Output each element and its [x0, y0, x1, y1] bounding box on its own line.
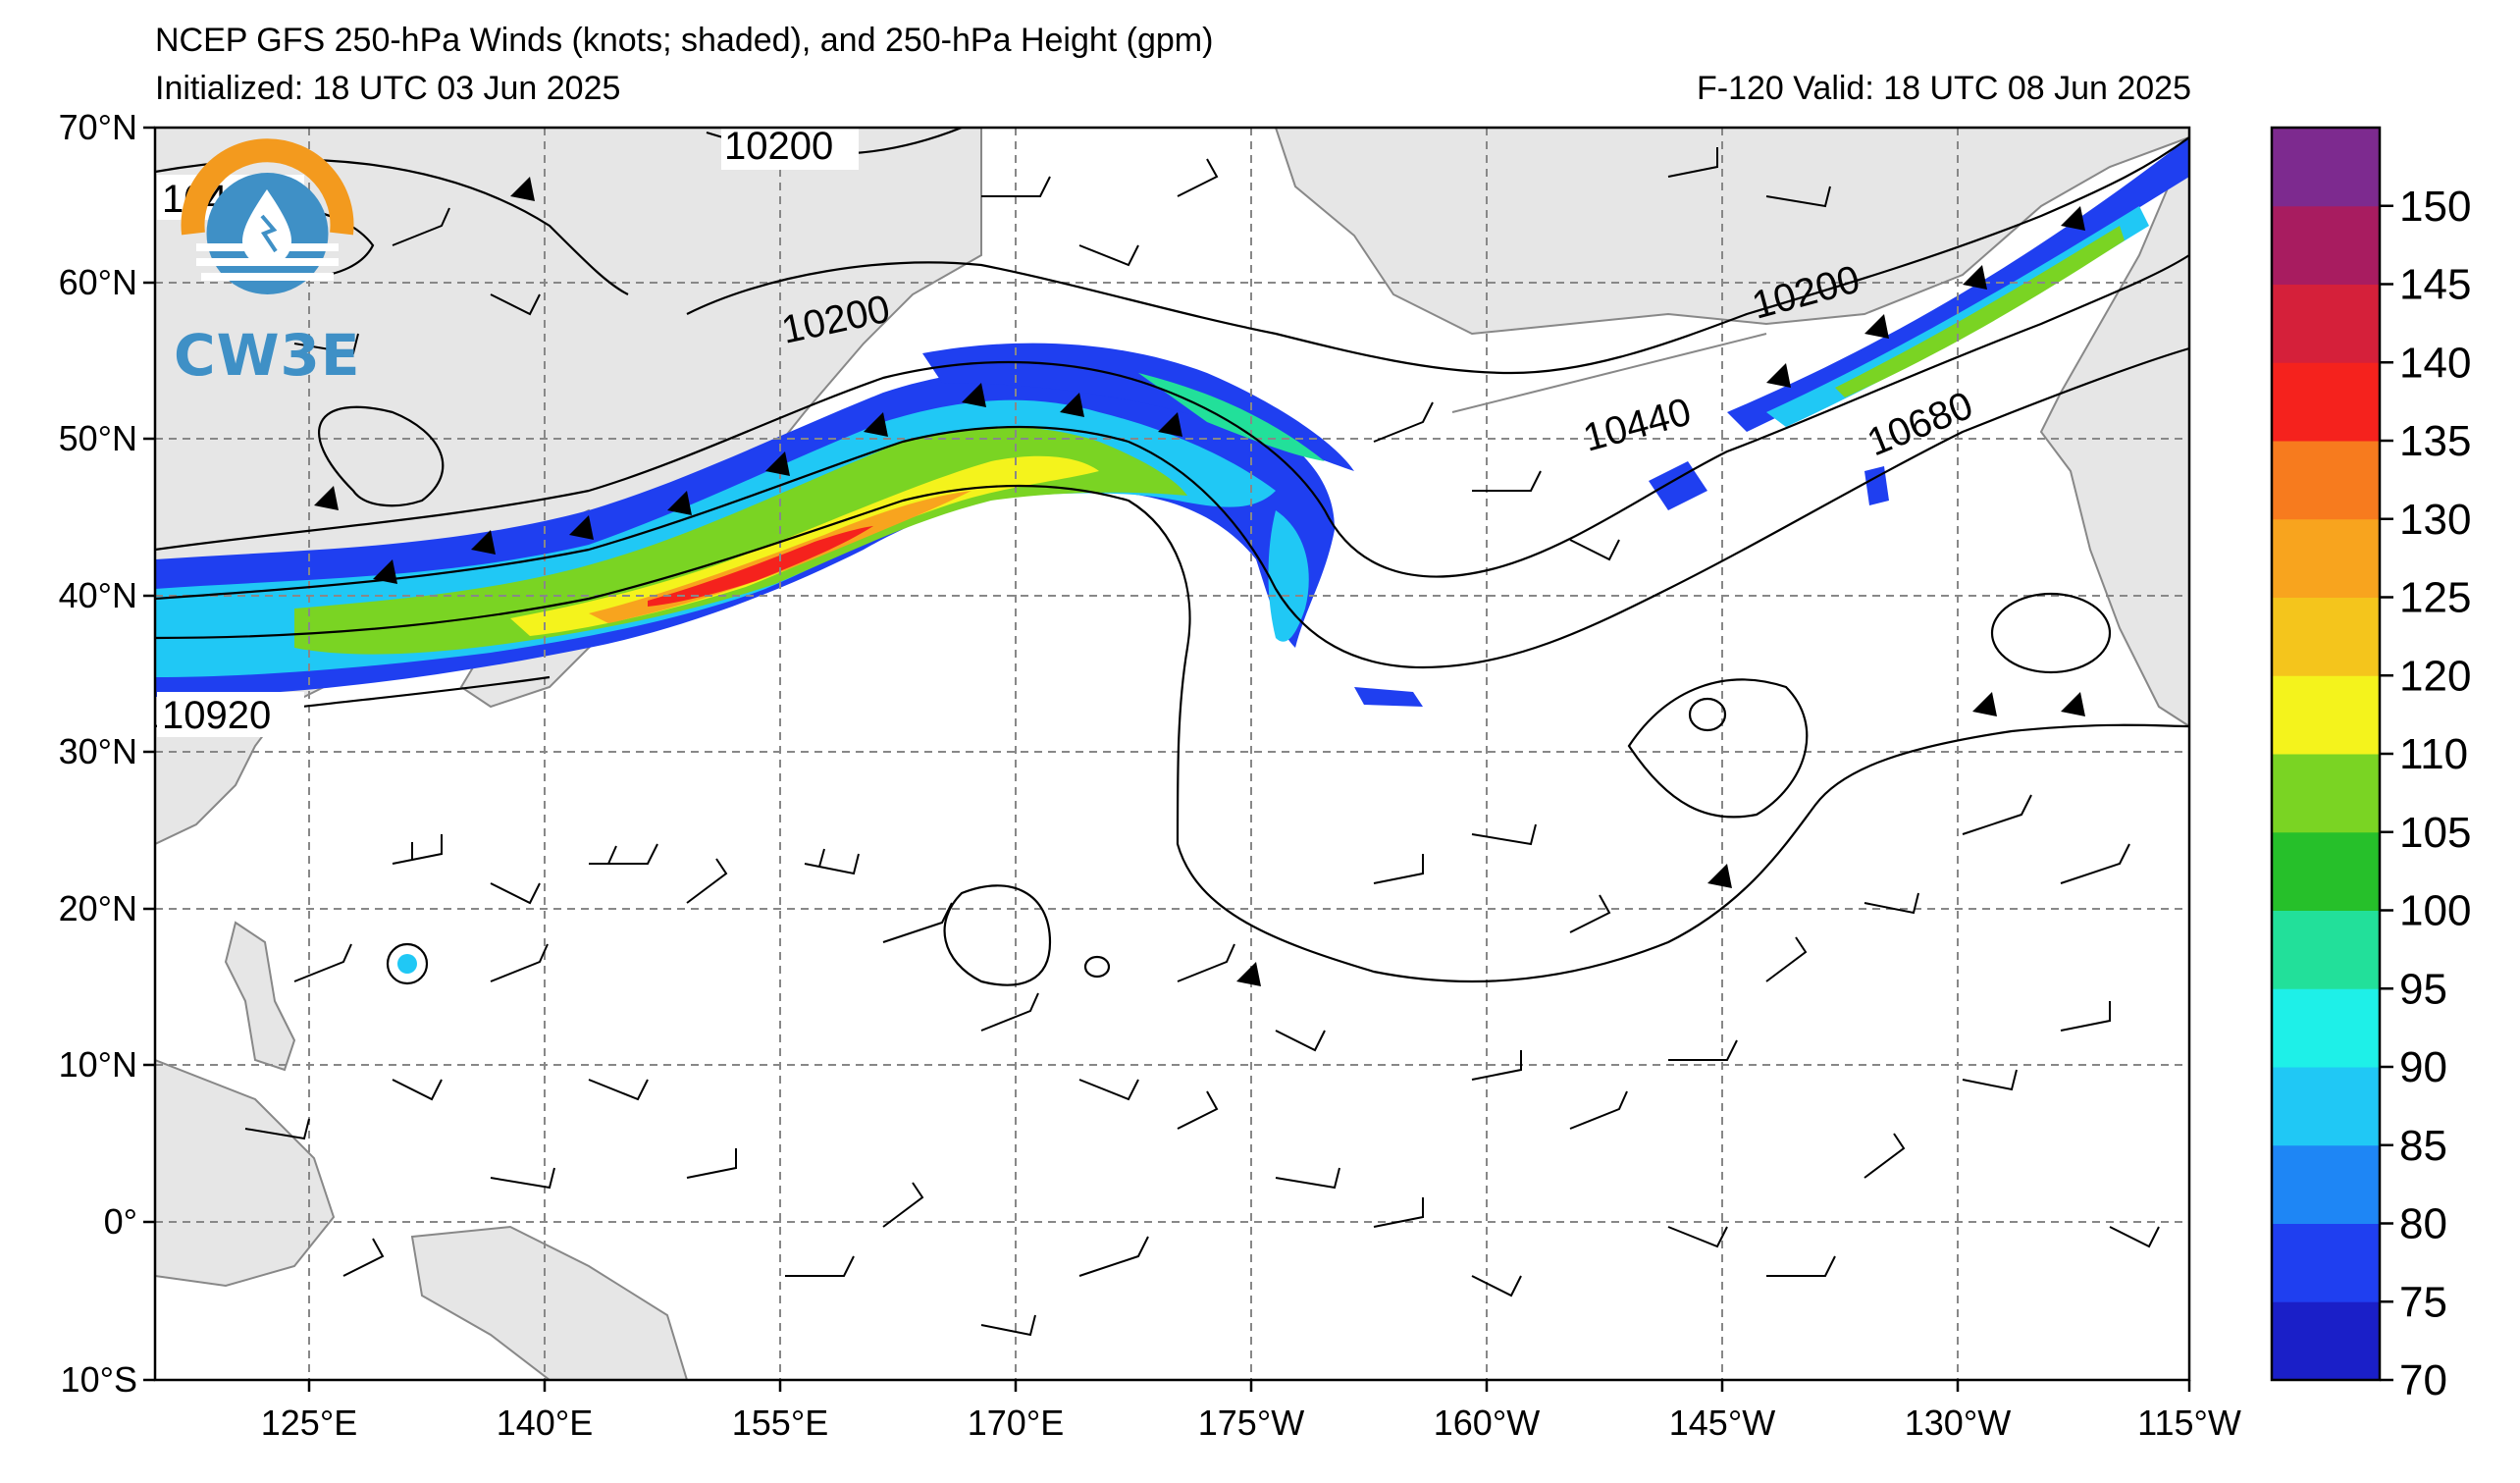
- lat-label: 10°N: [59, 1044, 137, 1085]
- colorbar-swatch: [2272, 441, 2380, 520]
- colorbar-swatch: [2272, 597, 2380, 676]
- colorbar-swatch: [2272, 205, 2380, 285]
- colorbar-tick-label: 130: [2399, 496, 2471, 544]
- colorbar-swatch: [2272, 284, 2380, 363]
- colorbar-swatch: [2272, 1144, 2380, 1224]
- lat-label: 0°: [104, 1201, 137, 1242]
- lon-label: 175°W: [1198, 1403, 1304, 1443]
- colorbar-swatch: [2272, 675, 2380, 755]
- colorbar-swatch: [2272, 1067, 2380, 1146]
- longitude-axis: 125°E 140°E 155°E 170°E 175°W 160°W 145°…: [261, 1380, 2241, 1443]
- lat-label: 60°N: [59, 262, 137, 302]
- colorbar-swatches: [2272, 128, 2380, 1381]
- lon-label: 145°W: [1669, 1403, 1775, 1443]
- contour-label: 10920: [162, 694, 271, 737]
- wind-barbs: [244, 147, 2160, 1337]
- lat-label: 50°N: [59, 418, 137, 458]
- colorbar-tick-label: 90: [2399, 1043, 2447, 1091]
- philippines: [224, 921, 296, 1072]
- lat-label: 40°N: [59, 575, 137, 615]
- lon-label: 170°E: [968, 1403, 1064, 1443]
- initialized-time: Initialized: 18 UTC 03 Jun 2025: [155, 70, 621, 107]
- colorbar-tick-label: 125: [2399, 574, 2471, 622]
- colorbar-swatch: [2272, 362, 2380, 442]
- lat-label: 10°S: [61, 1359, 137, 1400]
- latitude-axis: 70°N 60°N 50°N 40°N 30°N 20°N 10°N 0° 10…: [59, 107, 155, 1400]
- borneo-indonesia: [155, 1058, 336, 1288]
- colorbar-tick-label: 110: [2399, 730, 2468, 778]
- colorbar-tick-label: 85: [2399, 1122, 2447, 1170]
- lon-label: 125°E: [261, 1403, 357, 1443]
- colorbar-swatch: [2272, 518, 2380, 598]
- colorbar-swatch: [2272, 988, 2380, 1068]
- map-frame: [153, 126, 2191, 1382]
- colorbar-tick-label: 150: [2399, 183, 2471, 231]
- lon-label: 130°W: [1905, 1403, 2011, 1443]
- colorbar-swatch: [2272, 128, 2380, 207]
- cw3e-logo-icon: [181, 138, 354, 294]
- lat-label: 20°N: [59, 888, 137, 928]
- chart-title: NCEP GFS 250-hPa Winds (knots; shaded), …: [155, 22, 1214, 59]
- colorbar: 150 145 140 135 130 125 120 110 105 100 95 90 85 80 75…: [2270, 126, 2471, 1404]
- aleutian-islands: [1451, 333, 1767, 413]
- valid-time: F-120 Valid: 18 UTC 08 Jun 2025: [1697, 70, 2191, 107]
- colorbar-swatch: [2272, 754, 2380, 833]
- colorbar-tick-label: 140: [2399, 339, 2471, 387]
- contour-label: 10200: [724, 125, 833, 168]
- wind-flags: [314, 177, 2085, 986]
- colorbar-tick-label: 100: [2399, 887, 2471, 935]
- colorbar-swatch: [2272, 1223, 2380, 1302]
- colorbar-tick-label: 120: [2399, 652, 2471, 700]
- colorbar-tick-label: 70: [2399, 1356, 2447, 1404]
- colorbar-tick-label: 105: [2399, 809, 2471, 857]
- lon-label: 115°W: [2137, 1403, 2241, 1443]
- colorbar-tick-label: 95: [2399, 965, 2447, 1013]
- cw3e-logo-text: CW3E: [174, 322, 361, 389]
- colorbar-swatch: [2272, 831, 2380, 911]
- colorbar-tick-label: 135: [2399, 417, 2471, 465]
- wind-shading: [155, 137, 2189, 974]
- lon-label: 160°W: [1434, 1403, 1540, 1443]
- new-guinea: [410, 1225, 689, 1380]
- lon-label: 155°E: [732, 1403, 828, 1443]
- lat-label: 70°N: [59, 107, 137, 147]
- colorbar-tick-label: 80: [2399, 1200, 2447, 1248]
- colorbar-swatch: [2272, 1301, 2380, 1381]
- north-america-landmass: [2039, 136, 2189, 728]
- colorbar-tick-label: 75: [2399, 1278, 2447, 1326]
- colorbar-swatch: [2272, 910, 2380, 989]
- lon-label: 140°E: [497, 1403, 593, 1443]
- lat-label: 30°N: [59, 731, 137, 771]
- colorbar-tick-label: 145: [2399, 261, 2471, 309]
- height-contours: [155, 128, 2189, 986]
